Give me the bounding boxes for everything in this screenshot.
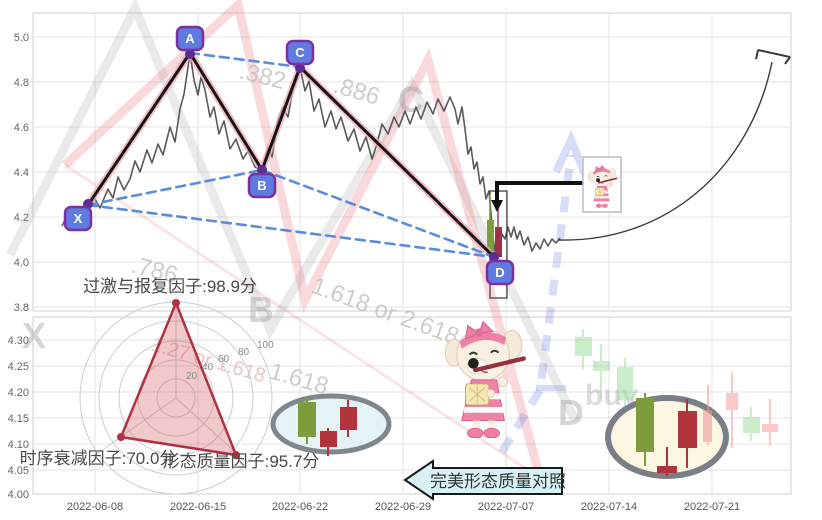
svg-text:D: D [495, 265, 504, 280]
watermark-letter-c: C [398, 79, 424, 120]
y-tick: 4.4 [14, 167, 29, 179]
svg-text:100: 100 [257, 340, 274, 351]
edge-BD [260, 168, 496, 259]
watermark-red-xd-line [64, 163, 541, 480]
y-tick: 4.15 [8, 413, 29, 425]
edge-BC [260, 65, 302, 172]
edge-AB [188, 51, 264, 172]
edge-XA [86, 51, 192, 207]
mascot-thumbnail [582, 156, 622, 213]
faded-candles [575, 329, 778, 448]
pattern-candles-ellipse-left [270, 393, 392, 456]
pattern-solid-lines [86, 51, 496, 259]
svg-text:60: 60 [218, 354, 230, 365]
y-tick: 4.0 [14, 257, 29, 269]
radar-factor-bottom-right: 形态质量因子:95.7分 [163, 452, 320, 471]
projection-arc [557, 49, 791, 241]
radar-scale-ticks: 20 40 60 80 100 [186, 340, 274, 382]
y-tick: 4.2 [14, 212, 29, 224]
y-tick: 4.05 [8, 465, 29, 477]
svg-text:A: A [185, 31, 195, 46]
x-tick: 2022-06-08 [67, 501, 123, 513]
y-axis-detail: 4.30 4.25 4.20 4.15 4.10 4.05 4.00 [8, 335, 29, 501]
node-label-B: B [247, 172, 277, 199]
price-line [61, 52, 561, 255]
watermark-buy-arrow [498, 130, 589, 455]
y-tick: 3.8 [14, 302, 29, 314]
node-label-X: X [63, 205, 93, 232]
svg-text:X: X [74, 211, 83, 226]
edge-XD [86, 203, 496, 259]
x-tick: 2022-07-14 [581, 501, 637, 513]
svg-text:80: 80 [238, 347, 250, 358]
pattern-node-markers [83, 49, 499, 262]
edge-XB [86, 168, 264, 207]
x-tick: 2022-07-07 [478, 501, 534, 513]
node-label-D: D [485, 259, 515, 286]
y-tick: 5.0 [14, 32, 29, 44]
watermark-letter-x: X [22, 315, 46, 356]
callout-text: 完美形态质量对照 [430, 472, 566, 491]
y-tick: 4.20 [8, 387, 29, 399]
watermark-letter-b: B [248, 289, 274, 330]
x-tick: 2022-06-15 [170, 501, 226, 513]
down-arrow-pointer [491, 181, 584, 212]
watermark-gray-zigzag [5, 0, 580, 422]
watermark-letter-d: D [558, 392, 584, 433]
x-tick: 2022-06-29 [375, 501, 431, 513]
watermark-red-zigzag [61, 0, 545, 480]
left-arrow-icon [403, 459, 563, 501]
radar-factor-bottom-left: 时序衰减因子:70.0分 [20, 449, 177, 468]
down-arrowhead-icon [491, 200, 503, 212]
edge-AC [188, 51, 302, 69]
radar-factor-top: 过激与报复因子:98.9分 [83, 277, 257, 296]
y-tick: 4.10 [8, 439, 29, 451]
x-tick: 2022-07-21 [684, 501, 740, 513]
node-label-A: A [175, 25, 205, 52]
svg-text:20: 20 [186, 371, 198, 382]
y-tick: 4.00 [8, 489, 29, 501]
pattern-dashed-lines [86, 51, 496, 259]
callout-arrow-label: 完美形态质量对照 [403, 459, 566, 501]
x-axis: 2022-06-08 2022-06-15 2022-06-22 2022-06… [67, 501, 740, 513]
radar-chart: 20 40 60 80 100 过激与报复因子:98.9分 时序衰减因子:70.… [20, 277, 320, 495]
y-tick: 4.25 [8, 361, 29, 373]
radar-polygon [119, 299, 238, 457]
x-tick: 2022-06-22 [272, 501, 328, 513]
y-axis-price: 5.0 4.8 4.6 4.4 4.2 4.0 3.8 [14, 32, 29, 314]
pattern-node-labels: X A B C D [63, 25, 515, 286]
y-tick: 4.8 [14, 77, 29, 89]
pattern-candles-ellipse-right [605, 385, 729, 479]
y-tick: 4.6 [14, 122, 29, 134]
node-label-C: C [285, 39, 315, 66]
svg-text:B: B [257, 178, 266, 193]
svg-text:C: C [295, 45, 305, 60]
edge-CD [298, 65, 496, 259]
svg-text:40: 40 [202, 362, 214, 373]
y-tick: 4.30 [8, 335, 29, 347]
